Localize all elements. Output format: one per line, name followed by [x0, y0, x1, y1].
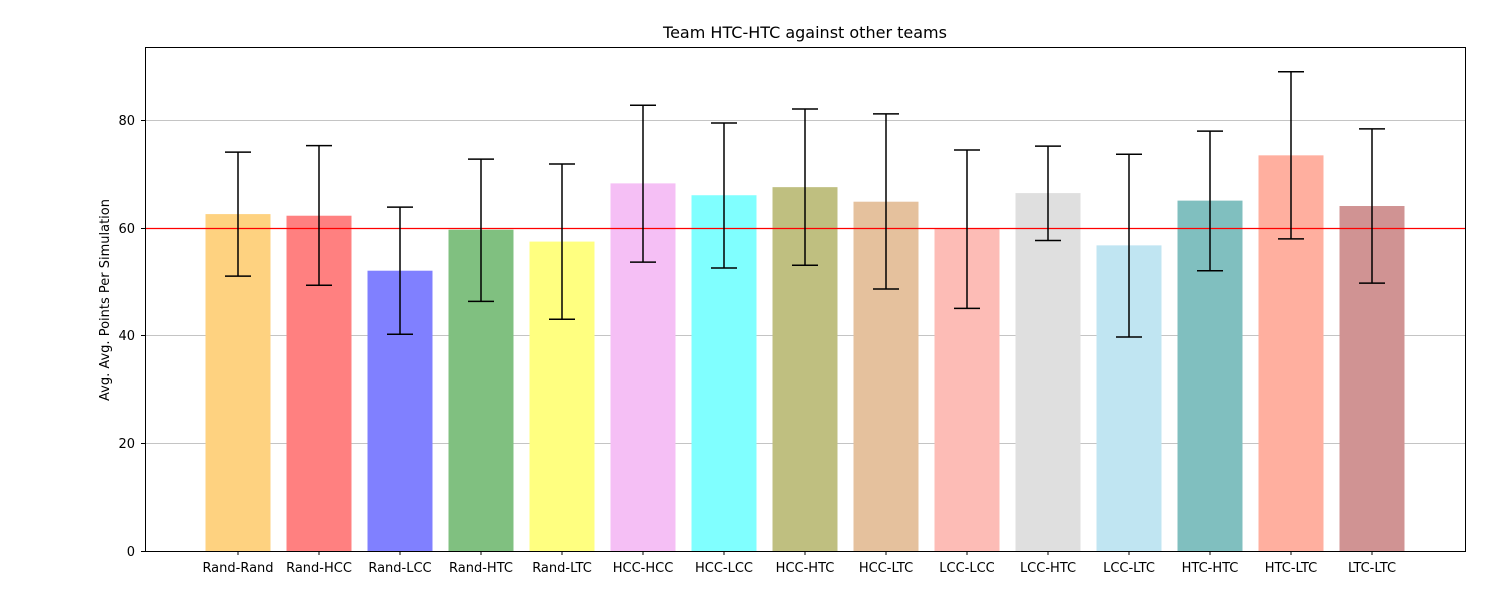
- x-tick-label: Rand-LCC: [368, 561, 431, 576]
- x-tick-label: LCC-LTC: [1103, 561, 1155, 576]
- x-tick-label: HCC-HCC: [613, 561, 674, 576]
- x-tick-label: HCC-LCC: [695, 561, 753, 576]
- y-axis-label: Avg. Avg. Points Per Simulation: [98, 199, 113, 401]
- chart-title: Team HTC-HTC against other teams: [662, 23, 947, 42]
- y-tick-label: 20: [118, 437, 135, 452]
- x-tick-label: LTC-LTC: [1348, 561, 1396, 576]
- x-tick-label: HTC-LTC: [1265, 561, 1317, 576]
- y-axis: 0 20 40 60 80: [118, 114, 145, 560]
- x-tick-label: LCC-HTC: [1020, 561, 1076, 576]
- x-tick-label: LCC-LCC: [939, 561, 995, 576]
- x-tick-label: Rand-HCC: [286, 561, 352, 576]
- x-tick-label: HCC-HTC: [776, 561, 835, 576]
- x-tick-label: HCC-LTC: [859, 561, 913, 576]
- y-tick-label: 40: [118, 329, 135, 344]
- y-tick-label: 80: [118, 114, 135, 129]
- y-tick-label: 0: [127, 545, 135, 560]
- x-tick-label: Rand-Rand: [202, 561, 273, 576]
- error-bars: [225, 71, 1385, 338]
- x-tick-label: Rand-LTC: [532, 561, 592, 576]
- x-tick-label: HTC-HTC: [1182, 561, 1239, 576]
- y-tick-label: 60: [118, 222, 135, 237]
- bar: [1015, 193, 1081, 551]
- x-tick-label: Rand-HTC: [449, 561, 513, 576]
- x-axis: Rand-Rand Rand-HCC Rand-LCC Rand-HTC Rand-LT…: [202, 551, 1396, 576]
